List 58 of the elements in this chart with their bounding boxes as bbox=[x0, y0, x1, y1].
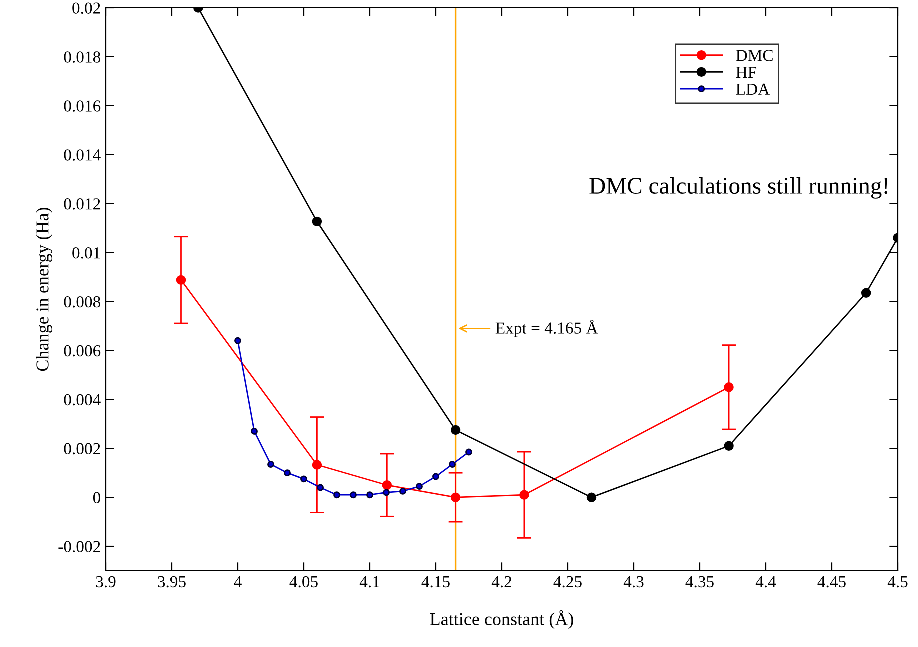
y-tick-label: 0.014 bbox=[64, 150, 101, 161]
point bbox=[861, 288, 872, 298]
x-tick-label: 4.3 bbox=[624, 576, 644, 588]
point bbox=[268, 461, 274, 468]
point bbox=[317, 484, 324, 492]
point bbox=[724, 382, 734, 392]
point bbox=[400, 488, 406, 495]
point bbox=[450, 492, 461, 502]
y-tick-label: -0.002 bbox=[58, 541, 100, 553]
x-axis-title: Lattice constant (Å) bbox=[430, 610, 574, 630]
y-tick-label: 0.002 bbox=[64, 443, 100, 455]
y-tick-label: 0.008 bbox=[64, 296, 101, 308]
x-tick-label: 4 bbox=[234, 576, 242, 588]
x-tick-label: 4.05 bbox=[290, 576, 318, 588]
point bbox=[366, 492, 374, 499]
x-tick-label: 4.4 bbox=[756, 576, 776, 588]
x-tick-label: 4.25 bbox=[554, 576, 582, 588]
x-tick-label: 4.1 bbox=[360, 576, 380, 588]
point bbox=[300, 476, 308, 483]
x-tick-label: 4.5 bbox=[888, 576, 908, 588]
y-tick-label: 0 bbox=[93, 492, 101, 504]
point bbox=[382, 480, 392, 490]
x-tick-label: 4.45 bbox=[818, 576, 846, 588]
y-tick-label: 0.004 bbox=[64, 394, 101, 406]
y-tick-label: 0.012 bbox=[64, 198, 100, 210]
point bbox=[176, 275, 186, 286]
x-tick-label: 4.15 bbox=[422, 576, 450, 588]
point bbox=[449, 461, 456, 468]
x-tick-label: 3.9 bbox=[96, 576, 116, 588]
point bbox=[432, 473, 440, 480]
x-tick-label: 4.2 bbox=[492, 576, 512, 588]
y-tick-label: 0.02 bbox=[72, 2, 100, 14]
point bbox=[450, 425, 461, 436]
annotation: DMC calculations still running! bbox=[590, 177, 888, 199]
y-tick-label: 0.006 bbox=[64, 345, 101, 357]
x-tick-label: 3.95 bbox=[158, 576, 186, 588]
point bbox=[312, 216, 322, 227]
legend-label: LDA bbox=[736, 84, 770, 95]
point bbox=[334, 492, 340, 499]
y-tick-label: 0.018 bbox=[64, 52, 101, 63]
point bbox=[234, 337, 242, 344]
point bbox=[520, 490, 530, 500]
point bbox=[312, 460, 322, 470]
legend-label: HF bbox=[736, 67, 757, 78]
y-tick-label: 0.01 bbox=[72, 247, 100, 259]
point bbox=[284, 470, 291, 477]
point bbox=[586, 492, 597, 502]
y-tick-label: 0.016 bbox=[64, 100, 101, 112]
point bbox=[251, 428, 258, 435]
point bbox=[350, 492, 357, 499]
point bbox=[466, 448, 472, 456]
point bbox=[724, 441, 734, 452]
legend-label: DMC bbox=[736, 50, 773, 62]
y-axis-title: Change in energy (Ha) bbox=[36, 208, 53, 372]
point bbox=[416, 483, 423, 490]
point bbox=[383, 489, 390, 496]
annotation: Expt = 4.165 Å bbox=[496, 320, 598, 338]
x-tick-label: 4.35 bbox=[686, 576, 714, 588]
